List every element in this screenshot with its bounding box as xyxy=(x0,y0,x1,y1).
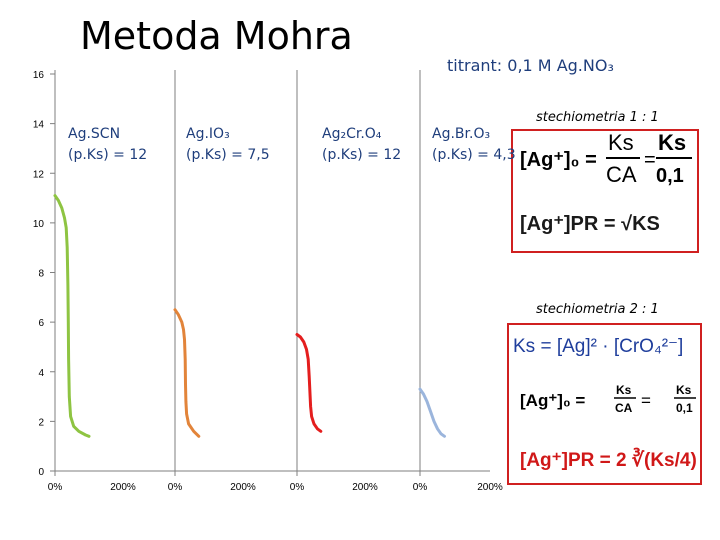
f4-ks2: Ks xyxy=(676,383,692,397)
f2-formula: [Ag⁺]PR = √KS xyxy=(520,213,660,235)
f3-formula: Ks = [Ag]² · [CrO₄²⁻] xyxy=(513,336,683,357)
y-tick-label-4: 4 xyxy=(38,368,44,379)
y-tick-label-14: 14 xyxy=(33,120,45,131)
y-tick-label-10: 10 xyxy=(33,219,45,230)
x-tick-label-panel4-start: 0% xyxy=(413,482,428,493)
f1-ca: CA xyxy=(606,162,637,187)
y-tick-label-8: 8 xyxy=(38,269,44,280)
stechiometry-1to1: stechiometria 1 : 1 xyxy=(536,110,659,125)
x-tick-label-panel1-start: 0% xyxy=(48,482,63,493)
f4-eq: = xyxy=(641,391,651,410)
curve-1 xyxy=(53,194,91,438)
f1-ks: Ks xyxy=(608,130,634,155)
f4-ca: CA xyxy=(615,401,633,415)
titrant-label: titrant: 0,1 M Ag.NO₃ xyxy=(447,56,614,75)
f1-lhs: [Ag⁺]₀ = xyxy=(520,149,597,171)
curve-3 xyxy=(295,333,323,433)
x-tick-labels: 0% 200% 0% 200% 0% 200% 0% 200% xyxy=(48,482,503,493)
formula-box-1to1 xyxy=(511,129,699,253)
x-tick-label-panel2-start: 0% xyxy=(168,482,183,493)
y-tick-label-16: 16 xyxy=(33,70,45,81)
label-agbro3: Ag.Br.O₃ (p.Ks) = 4,3 xyxy=(432,126,516,163)
stechiometry-2to1: stechiometria 2 : 1 xyxy=(536,302,659,317)
f1-c: 0,1 xyxy=(656,165,684,187)
y-tick-label-6: 6 xyxy=(38,318,44,329)
f4-c: 0,1 xyxy=(676,401,693,415)
f4-ks: Ks xyxy=(616,383,632,397)
x-tick-label-panel2-end: 200% xyxy=(230,482,256,493)
curves xyxy=(53,194,446,438)
x-tick-label-panel4-end: 200% xyxy=(477,482,503,493)
curve-2 xyxy=(173,308,201,438)
f5-formula: [Ag⁺]PR = 2 ∛(Ks/4) xyxy=(520,447,697,471)
x-tick-label-panel1-end: 200% xyxy=(110,482,136,493)
x-tick-label-panel3-start: 0% xyxy=(290,482,305,493)
formula-box-2to1 xyxy=(507,323,702,485)
y-tick-labels: 0 2 4 6 8 10 12 14 16 xyxy=(33,70,55,478)
page-title: Metoda Mohra xyxy=(80,14,353,58)
curve-4 xyxy=(418,387,446,438)
f1-ks2: Ks xyxy=(658,130,686,155)
y-tick-label-0: 0 xyxy=(38,467,44,478)
f4-lhs: [Ag⁺]₀ = xyxy=(520,391,585,410)
x-tick-label-panel3-end: 200% xyxy=(352,482,378,493)
label-ag2cro4: Ag₂Cr.O₄ (p.Ks) = 12 xyxy=(322,126,402,163)
label-agscn: Ag.SCN (p.Ks) = 12 xyxy=(68,126,148,163)
label-agio3: Ag.IO₃ (p.Ks) = 7,5 xyxy=(186,126,270,163)
y-tick-label-12: 12 xyxy=(33,169,45,180)
y-tick-label-2: 2 xyxy=(38,417,44,428)
f1-eq: = xyxy=(644,149,656,171)
